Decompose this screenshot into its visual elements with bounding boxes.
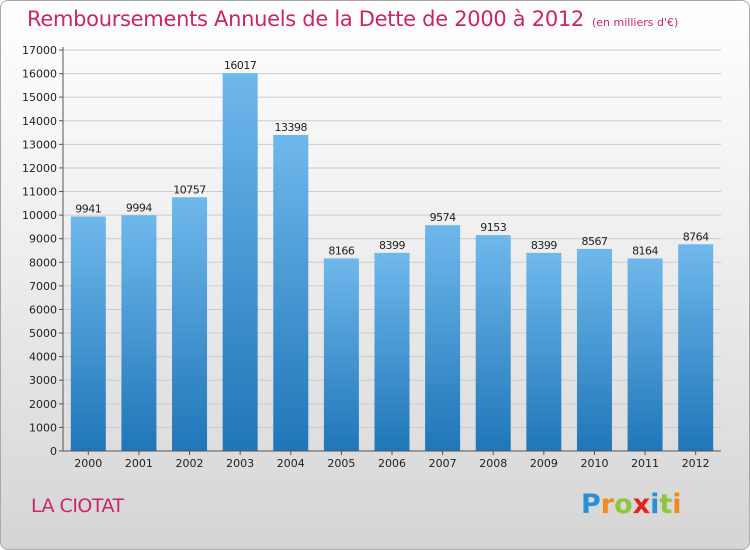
data-label-2010: 8567 <box>581 235 607 248</box>
data-label-2009: 8399 <box>531 239 557 252</box>
bar-2004 <box>273 134 309 451</box>
y-tick-label: 6000 <box>29 303 57 316</box>
proxiti-logo: Proxiti <box>581 489 682 520</box>
city-name: LA CIOTAT <box>31 495 124 517</box>
y-tick-label: 1000 <box>29 421 57 434</box>
y-tick-label: 9000 <box>29 233 57 246</box>
y-tick-label: 2000 <box>29 398 57 411</box>
x-tick-label: 2000 <box>74 457 102 470</box>
x-axis-ticks: 2000 2001 2002 2003 2004 2005 2006 2007 2008 2009… <box>74 451 710 470</box>
y-tick-label: 4000 <box>29 351 57 364</box>
bar-2009 <box>526 252 562 451</box>
y-tick-label: 5000 <box>29 327 57 340</box>
x-tick-label: 2009 <box>530 457 558 470</box>
x-tick-label: 2010 <box>580 457 608 470</box>
x-tick-label: 2008 <box>479 457 507 470</box>
logo-letter: r <box>600 489 615 520</box>
data-label-2004: 13398 <box>275 121 308 134</box>
y-tick-label: 10000 <box>22 209 57 222</box>
y-tick-label: 7000 <box>29 280 57 293</box>
data-labels: 9941 9994 10757 16017 13398 8166 8399 9574 9153 8… <box>75 59 709 257</box>
logo-letter: i <box>650 489 660 520</box>
y-tick-label: 16000 <box>22 68 57 81</box>
x-tick-label: 2002 <box>176 457 204 470</box>
data-label-2012: 8764 <box>683 230 709 243</box>
x-tick-label: 2003 <box>226 457 254 470</box>
y-tick-label: 12000 <box>22 162 57 175</box>
bar-2002 <box>172 197 208 451</box>
bar-2005 <box>323 258 359 451</box>
bars <box>70 73 714 452</box>
bar-2001 <box>121 215 157 451</box>
logo-letter: t <box>659 489 673 520</box>
y-tick-label: 8000 <box>29 256 57 269</box>
bar-2008 <box>475 235 511 451</box>
y-tick-label: 3000 <box>29 374 57 387</box>
bar-2003 <box>222 73 258 452</box>
y-tick-label: 11000 <box>22 186 57 199</box>
bar-2007 <box>425 225 461 451</box>
x-tick-label: 2011 <box>631 457 659 470</box>
data-label-2005: 8166 <box>328 244 354 257</box>
data-label-2008: 9153 <box>480 221 506 234</box>
data-label-2003: 16017 <box>224 59 257 72</box>
bar-2000 <box>70 216 106 451</box>
logo-letter: i <box>672 489 682 520</box>
title-text: Remboursements Annuels de la Dette de 20… <box>27 7 584 31</box>
y-tick-label: 15000 <box>22 91 57 104</box>
y-tick-label: 0 <box>50 445 57 458</box>
y-tick-label: 14000 <box>22 115 57 128</box>
bar-2006 <box>374 252 410 451</box>
x-tick-label: 2001 <box>125 457 153 470</box>
x-tick-label: 2004 <box>277 457 305 470</box>
logo-letter: x <box>632 489 651 520</box>
data-label-2000: 9941 <box>75 203 101 216</box>
y-axis-ticks: 0 1000 2000 3000 4000 5000 6000 7000 8000 9000 100… <box>22 44 63 458</box>
bar-2011 <box>627 258 663 451</box>
x-tick-label: 2005 <box>327 457 355 470</box>
x-tick-label: 2012 <box>682 457 710 470</box>
data-label-2001: 9994 <box>126 201 152 214</box>
y-tick-label: 17000 <box>22 44 57 57</box>
chart-title: Remboursements Annuels de la Dette de 20… <box>27 7 678 31</box>
logo-letter: P <box>581 489 601 520</box>
title-unit: (en milliers d'€) <box>592 16 679 29</box>
axes <box>62 47 721 452</box>
data-label-2011: 8164 <box>632 244 658 257</box>
data-label-2007: 9574 <box>430 211 456 224</box>
y-tick-label: 13000 <box>22 138 57 151</box>
logo-letter: o <box>614 489 633 520</box>
x-tick-label: 2007 <box>429 457 457 470</box>
bar-2012 <box>678 244 714 451</box>
bar-2010 <box>576 248 612 451</box>
x-tick-label: 2006 <box>378 457 406 470</box>
data-label-2006: 8399 <box>379 239 405 252</box>
data-label-2002: 10757 <box>173 183 206 196</box>
